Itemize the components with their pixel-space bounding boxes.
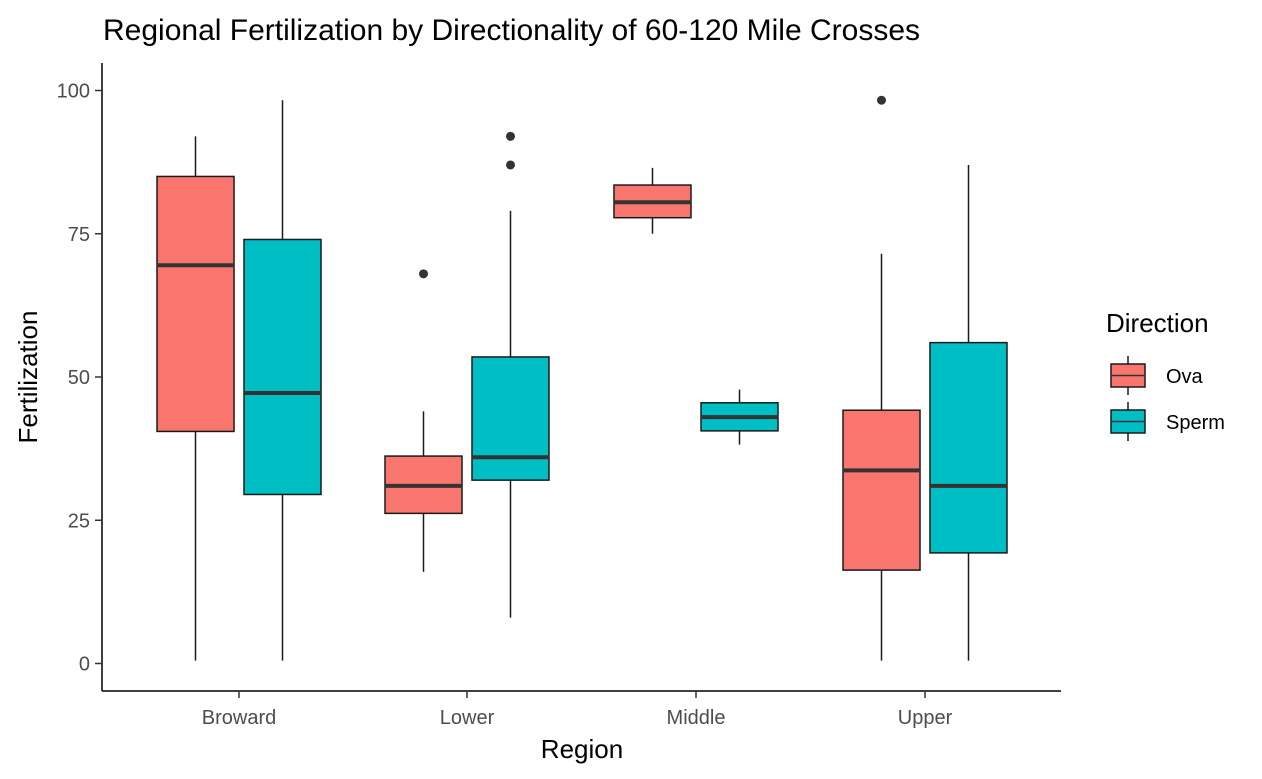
x-tick-label: Middle — [667, 707, 726, 729]
box-broward-ova — [156, 136, 235, 661]
box-iqr — [929, 341, 1008, 554]
box-iqr — [156, 175, 235, 433]
x-tick-label: Broward — [202, 707, 276, 729]
legend-title: Direction — [1106, 308, 1209, 338]
legend-label: Ova — [1166, 366, 1204, 388]
box-upper-ova — [842, 95, 921, 661]
legend-label: Sperm — [1166, 412, 1225, 434]
y-axis-title: Fertilization — [13, 311, 43, 444]
y-tick-label: 25 — [68, 510, 90, 532]
x-axis-ticks: Broward Lower Middle Upper — [202, 691, 953, 729]
legend: Direction Ova Sperm — [1106, 308, 1225, 441]
y-tick-label: 0 — [79, 654, 90, 676]
y-axis-ticks: 0 25 50 75 100 — [57, 81, 102, 676]
y-tick-label: 50 — [68, 367, 90, 389]
outlier-point — [419, 269, 428, 279]
x-tick-label: Lower — [440, 707, 495, 729]
x-axis-title: Region — [541, 734, 623, 764]
box-lower-sperm — [471, 131, 550, 618]
outlier-point — [877, 95, 886, 105]
outlier-point — [506, 160, 515, 170]
y-tick-label: 100 — [57, 81, 90, 103]
box-lower-ova — [384, 269, 463, 572]
box-iqr — [471, 356, 550, 481]
y-tick-label: 75 — [68, 224, 90, 246]
box-iqr — [243, 238, 322, 496]
box-iqr — [842, 409, 921, 571]
legend-item-sperm: Sperm — [1110, 402, 1225, 441]
box-upper-sperm — [929, 164, 1008, 661]
box-broward-sperm — [243, 100, 322, 661]
outlier-point — [506, 131, 515, 141]
legend-item-ova: Ova — [1110, 356, 1204, 395]
plot-area — [156, 95, 1008, 661]
box-middle-ova — [613, 167, 692, 234]
box-middle-sperm — [700, 389, 779, 445]
legend-items: Ova Sperm — [1110, 356, 1225, 441]
x-tick-label: Upper — [898, 707, 953, 729]
chart-title: Regional Fertilization by Directionality… — [103, 14, 920, 47]
